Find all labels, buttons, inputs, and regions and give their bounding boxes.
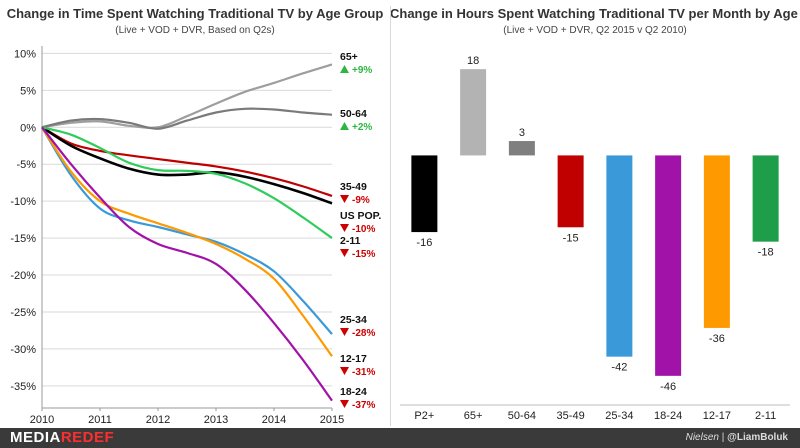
bar-category-label: 25-34 — [605, 410, 633, 422]
x-tick-label: 2013 — [204, 414, 228, 426]
bar-12-17 — [703, 155, 730, 328]
series-line-35-49 — [41, 126, 333, 198]
series-label-65-: 65+ — [340, 51, 358, 63]
y-tick-label: -15% — [10, 233, 36, 245]
line-chart: 10% 5% 0% -5% -10% -15% -20% -25% -30% -35% 2010 20… — [10, 46, 381, 426]
bar-category-label: 12-17 — [703, 410, 731, 422]
x-tick-label: 2010 — [30, 414, 54, 426]
bar-value-label: -15 — [563, 232, 579, 244]
y-tick-label: -10% — [10, 196, 36, 208]
media-redef-logo: MEDIAREDEF — [10, 429, 115, 446]
down-arrow-icon — [340, 328, 349, 336]
series-label-us-pop-: US POP. — [340, 210, 381, 222]
bar-p2- — [411, 155, 438, 233]
series-line-50-64 — [41, 107, 333, 130]
series-label-18-24: 18-24 — [340, 386, 367, 398]
down-arrow-icon — [340, 224, 349, 232]
bar-2-11 — [752, 155, 779, 242]
series-line-us-pop- — [41, 126, 333, 205]
y-tick-label: 0% — [20, 122, 36, 134]
bar-category-label: P2+ — [414, 410, 434, 422]
down-arrow-icon — [340, 400, 349, 408]
y-tick-label: -20% — [10, 270, 36, 282]
footer-bar: MEDIAREDEF Nielsen | @LiamBoluk — [0, 428, 800, 448]
credit-separator: | — [721, 432, 725, 443]
bar-category-label: 35-49 — [557, 410, 585, 422]
bar-65- — [460, 69, 487, 156]
series-change-65-: +9% — [352, 65, 372, 76]
y-tick-label: -5% — [16, 159, 36, 171]
series-label-12-17: 12-17 — [340, 353, 367, 365]
down-arrow-icon — [340, 249, 349, 257]
bar-value-label: -46 — [660, 381, 676, 393]
series-change-us-pop-: -10% — [352, 224, 375, 235]
bar-category-label: 50-64 — [508, 410, 536, 422]
series-change-50-64: +2% — [352, 122, 372, 133]
bar-value-label: 18 — [467, 55, 479, 67]
bar-category-label: 65+ — [464, 410, 483, 422]
down-arrow-icon — [340, 367, 349, 375]
x-tick-label: 2015 — [320, 414, 344, 426]
bar-value-label: -18 — [758, 247, 774, 259]
series-change-25-34: -28% — [352, 328, 375, 339]
series-label-50-64: 50-64 — [340, 108, 367, 120]
down-arrow-icon — [340, 195, 349, 203]
up-arrow-icon — [340, 65, 349, 73]
bar-value-label: -16 — [416, 237, 432, 249]
source-label: Nielsen — [685, 432, 719, 443]
bar-category-label: 18-24 — [654, 410, 682, 422]
y-tick-label: -25% — [10, 307, 36, 319]
series-label-2-11: 2-11 — [340, 235, 361, 247]
bar-chart-title: Change in Hours Spent Watching Tradition… — [390, 6, 800, 21]
y-tick-label: -30% — [10, 344, 36, 356]
series-line-18-24 — [41, 126, 333, 402]
series-line-65- — [41, 63, 333, 129]
bar-50-64 — [508, 141, 535, 156]
series-change-2-11: -15% — [352, 249, 375, 260]
series-change-12-17: -31% — [352, 367, 375, 378]
line-chart-subtitle: (Live + VOD + DVR, Based on Q2s) — [115, 25, 275, 36]
x-tick-label: 2011 — [88, 414, 112, 426]
x-tick-label: 2012 — [146, 414, 170, 426]
bar-category-label: 2-11 — [755, 410, 776, 422]
bar-35-49 — [557, 155, 584, 228]
bar-value-label: -36 — [709, 333, 725, 345]
series-line-25-34 — [41, 126, 333, 335]
series-change-18-24: -37% — [352, 400, 375, 411]
y-tick-label: -35% — [10, 381, 36, 393]
twitter-handle: @LiamBoluk — [727, 432, 788, 443]
y-tick-label: 5% — [20, 85, 36, 97]
series-line-2-11 — [41, 126, 333, 239]
y-tick-label: 10% — [14, 48, 36, 60]
bar-18-24 — [655, 155, 682, 376]
series-label-25-34: 25-34 — [340, 314, 367, 326]
up-arrow-icon — [340, 122, 349, 130]
x-tick-label: 2014 — [262, 414, 286, 426]
bar-25-34 — [606, 155, 633, 357]
line-chart-title: Change in Time Spent Watching Traditiona… — [6, 6, 384, 21]
series-line-12-17 — [41, 126, 333, 357]
panel-divider — [390, 6, 391, 426]
bar-value-label: -42 — [611, 362, 627, 374]
bar-value-label: 3 — [519, 127, 525, 139]
footer-credit: Nielsen | @LiamBoluk — [686, 432, 788, 443]
series-label-35-49: 35-49 — [340, 181, 367, 193]
bar-chart-subtitle: (Live + VOD + DVR, Q2 2015 v Q2 2010) — [503, 25, 687, 36]
series-change-35-49: -9% — [352, 195, 370, 206]
